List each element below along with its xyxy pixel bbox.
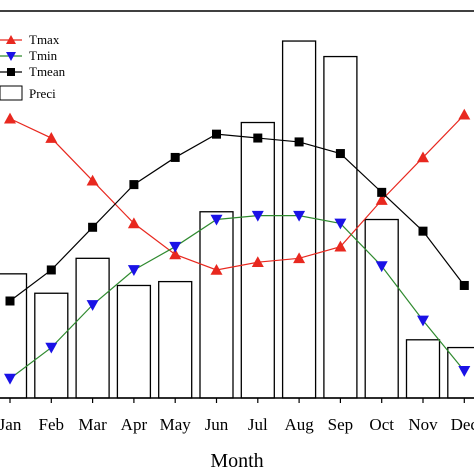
legend-marker-preci: [0, 85, 23, 101]
bar-nov: [405, 339, 441, 399]
x-tick-label-mar: Mar: [78, 415, 107, 434]
series-line-tmax: [9, 114, 465, 271]
point-tmax-feb: [45, 132, 58, 143]
legend-marker-tmean: [7, 68, 15, 76]
legend-label-tmean: Tmean: [29, 64, 66, 79]
point-tmean-dec: [459, 280, 469, 290]
series-line-tmean: [9, 133, 465, 302]
point-tmax-jan: [4, 112, 16, 124]
legend-label-tmax: Tmax: [29, 32, 60, 47]
series-line-tmin: [9, 215, 465, 380]
point-tmean-nov: [418, 226, 428, 236]
point-tmin-sep: [334, 218, 347, 230]
point-tmin-oct: [375, 261, 388, 273]
point-tmean-mar: [88, 222, 98, 232]
point-tmax-jul: [251, 256, 264, 267]
point-tmin-nov: [417, 315, 429, 327]
bars-layer: [0, 40, 474, 399]
x-tick-label-sep: Sep: [328, 415, 354, 434]
x-tick-label-jan: Jan: [0, 415, 22, 434]
point-tmean-may: [170, 152, 180, 162]
bar-jan: [0, 273, 28, 399]
point-tmean-sep: [335, 149, 345, 159]
x-tick-label-jul: Jul: [248, 415, 268, 434]
point-tmin-jun: [210, 214, 223, 226]
point-tmax-apr: [127, 217, 140, 229]
bar-mar: [75, 257, 110, 399]
point-tmax-may: [169, 248, 182, 260]
point-tmax-mar: [86, 174, 99, 186]
axis-layer: Jan Feb Mar Apr May Jun Jul Aug Sep Oct Nov Dec: [0, 10, 474, 434]
point-tmin-jul: [251, 210, 264, 222]
point-tmin-dec: [458, 366, 471, 377]
point-tmean-jan: [5, 296, 15, 306]
point-tmax-nov: [417, 151, 429, 163]
point-tmin-mar: [86, 300, 99, 311]
point-tmax-sep: [334, 240, 347, 252]
point-tmean-oct: [377, 187, 387, 197]
legend-label-tmin: Tmin: [29, 48, 58, 63]
bar-apr: [116, 284, 152, 399]
x-axis-title: Month: [210, 450, 263, 472]
point-tmax-oct: [375, 194, 388, 205]
point-tmean-jul: [253, 133, 263, 143]
x-tick-label-aug: Aug: [284, 415, 314, 434]
lines-layer: [4, 108, 471, 385]
x-tick-label-apr: Apr: [121, 415, 148, 434]
point-tmin-feb: [45, 342, 58, 354]
point-tmean-jun: [212, 129, 221, 139]
x-tick-label-may: May: [160, 415, 192, 434]
x-tick-label-jun: Jun: [205, 415, 229, 434]
point-tmin-aug: [293, 210, 306, 222]
point-tmin-may: [169, 241, 182, 253]
bar-jun: [199, 211, 234, 399]
point-tmean-feb: [46, 265, 56, 275]
point-tmax-aug: [293, 252, 306, 264]
point-tmax-dec: [458, 108, 471, 120]
legend-marker-tmin: [6, 52, 16, 61]
point-tmin-apr: [127, 265, 140, 276]
x-tick-label-dec: Dec: [451, 415, 474, 434]
legend-marker-tmax: [6, 35, 16, 44]
x-tick-label-oct: Oct: [369, 415, 394, 434]
point-tmean-aug: [294, 137, 304, 147]
point-tmin-jan: [4, 373, 16, 385]
point-tmax-jun: [210, 263, 223, 275]
x-tick-label-feb: Feb: [39, 415, 65, 434]
point-tmean-apr: [129, 180, 139, 190]
bar-may: [158, 280, 193, 399]
bar-oct: [364, 218, 399, 399]
x-tick-label-nov: Nov: [408, 415, 438, 434]
legend-label-preci: Preci: [29, 86, 56, 101]
